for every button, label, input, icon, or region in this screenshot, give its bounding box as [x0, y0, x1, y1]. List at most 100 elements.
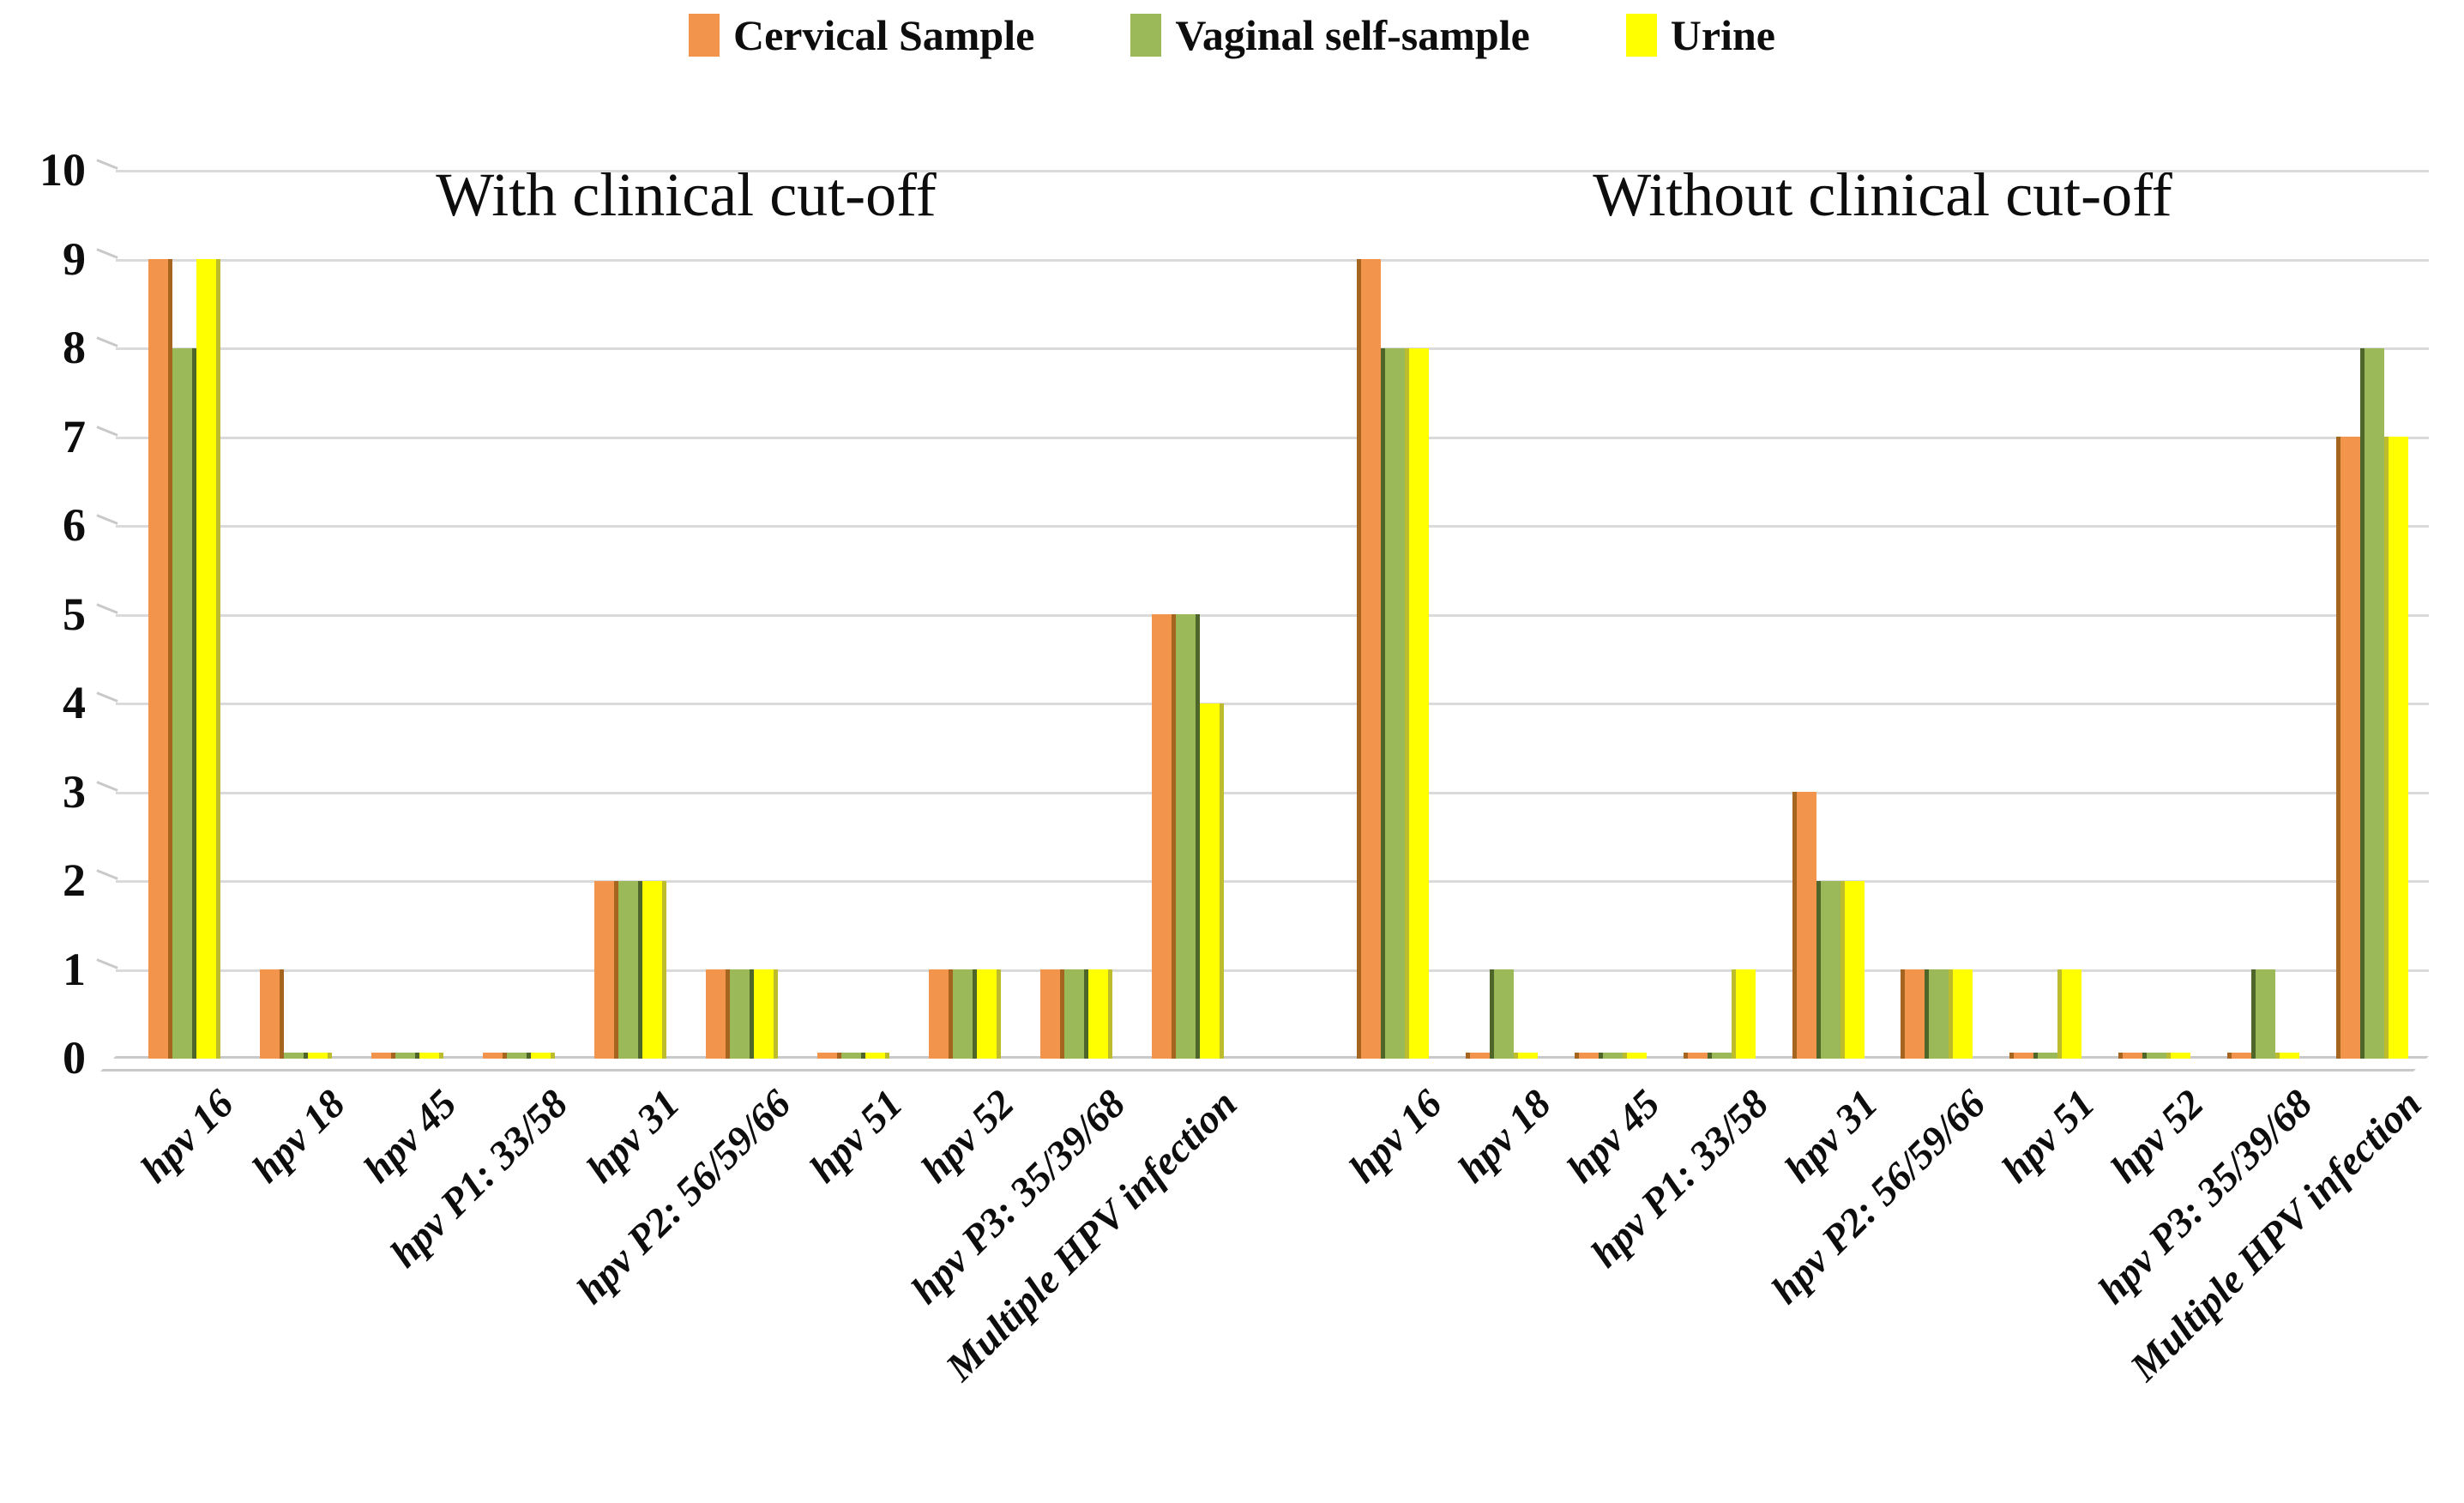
bar-without-clinical-cut-off-hpv-16-vaginal-self-sample [1381, 348, 1405, 1059]
bar-with-clinical-cut-off-hpv-51-cervical-sample [817, 1053, 841, 1059]
legend-label-vaginal-self-sample: Vaginal self-sample [1175, 11, 1530, 59]
axis-tick-10 [96, 159, 118, 170]
bar-without-clinical-cut-off-hpv-p1-33-58-vaginal-self-sample [1708, 1053, 1732, 1059]
x-tick-label-with-clinical-cut-off-hpv-51: hpv 51 [801, 1081, 912, 1192]
bar-with-clinical-cut-off-hpv-p2-56-59-66-cervical-sample [706, 969, 730, 1059]
legend-item-vaginal-self-sample: Vaginal self-sample [1130, 11, 1530, 59]
x-tick-label-with-clinical-cut-off-hpv-18: hpv 18 [244, 1081, 354, 1192]
bar-without-clinical-cut-off-hpv-p2-56-59-66-urine [1949, 969, 1973, 1059]
legend-swatch-urine [1625, 14, 1657, 57]
bar-without-clinical-cut-off-hpv-p3-35-39-68-urine [2275, 1053, 2299, 1059]
bar-with-clinical-cut-off-hpv-16-cervical-sample [148, 259, 172, 1059]
x-tick-label-without-clinical-cut-off-hpv-16: hpv 16 [1340, 1081, 1451, 1192]
gridline-9 [116, 259, 2429, 262]
bar-with-clinical-cut-off-hpv-51-vaginal-self-sample [841, 1053, 865, 1059]
gridline-7 [116, 437, 2429, 439]
y-tick-label-5: 5 [63, 589, 86, 640]
bar-with-clinical-cut-off-hpv-31-vaginal-self-sample [618, 881, 642, 1059]
axis-tick-5 [96, 603, 118, 614]
x-tick-label-with-clinical-cut-off-hpv-45: hpv 45 [355, 1081, 466, 1192]
bar-without-clinical-cut-off-hpv-16-cervical-sample [1357, 259, 1381, 1059]
bar-with-clinical-cut-off-hpv-45-urine [419, 1053, 443, 1059]
y-tick-label-4: 4 [63, 677, 86, 728]
gridline-2 [116, 880, 2429, 883]
bar-without-clinical-cut-off-hpv-31-vaginal-self-sample [1816, 881, 1840, 1059]
gridline-1 [116, 969, 2429, 972]
bar-without-clinical-cut-off-hpv-51-urine [2057, 969, 2081, 1059]
bar-without-clinical-cut-off-hpv-52-cervical-sample [2118, 1053, 2142, 1059]
legend-item-cervical-sample: Cervical Sample [689, 14, 1034, 57]
bar-with-clinical-cut-off-hpv-p3-35-39-68-vaginal-self-sample [1064, 969, 1088, 1059]
bar-with-clinical-cut-off-hpv-p1-33-58-cervical-sample [483, 1053, 507, 1059]
bar-without-clinical-cut-off-hpv-45-cervical-sample [1575, 1053, 1599, 1059]
bar-without-clinical-cut-off-hpv-p1-33-58-cervical-sample [1684, 1053, 1708, 1059]
y-tick-label-10: 10 [39, 144, 86, 196]
bar-without-clinical-cut-off-hpv-p3-35-39-68-cervical-sample [2227, 1053, 2251, 1059]
bar-with-clinical-cut-off-hpv-52-vaginal-self-sample [953, 969, 977, 1059]
bar-with-clinical-cut-off-multiple-hpv-infection-cervical-sample [1152, 614, 1176, 1059]
legend-swatch-vaginal-self-sample [1130, 14, 1162, 57]
y-tick-label-3: 3 [63, 766, 86, 818]
bar-without-clinical-cut-off-hpv-52-urine [2166, 1053, 2190, 1059]
bar-with-clinical-cut-off-hpv-18-cervical-sample [260, 969, 284, 1059]
bar-with-clinical-cut-off-hpv-52-cervical-sample [929, 969, 953, 1059]
x-tick-label-with-clinical-cut-off-hpv-p2-56-59-66: hpv P2: 56/59/66 [568, 1081, 800, 1313]
bar-without-clinical-cut-off-hpv-18-urine [1514, 1053, 1538, 1059]
bar-with-clinical-cut-off-hpv-p3-35-39-68-urine [1088, 969, 1112, 1059]
y-tick-label-0: 0 [63, 1032, 86, 1083]
bar-without-clinical-cut-off-hpv-p1-33-58-urine [1732, 969, 1756, 1059]
bar-with-clinical-cut-off-multiple-hpv-infection-vaginal-self-sample [1176, 614, 1200, 1059]
bar-with-clinical-cut-off-hpv-p3-35-39-68-cervical-sample [1040, 969, 1064, 1059]
bar-with-clinical-cut-off-hpv-p2-56-59-66-urine [754, 969, 778, 1059]
bar-with-clinical-cut-off-hpv-p2-56-59-66-vaginal-self-sample [730, 969, 754, 1059]
bar-without-clinical-cut-off-multiple-hpv-infection-vaginal-self-sample [2360, 348, 2384, 1059]
gridline-3 [116, 792, 2429, 794]
x-tick-label-without-clinical-cut-off-hpv-51: hpv 51 [1993, 1081, 2104, 1192]
gridline-4 [116, 703, 2429, 705]
bar-with-clinical-cut-off-hpv-52-urine [977, 969, 1001, 1059]
bar-without-clinical-cut-off-multiple-hpv-infection-cervical-sample [2336, 437, 2360, 1059]
y-tick-label-6: 6 [63, 499, 86, 551]
x-tick-label-with-clinical-cut-off-hpv-52: hpv 52 [913, 1081, 1023, 1192]
bar-with-clinical-cut-off-hpv-45-vaginal-self-sample [395, 1053, 419, 1059]
x-tick-label-without-clinical-cut-off-hpv-18: hpv 18 [1449, 1081, 1560, 1192]
y-tick-label-7: 7 [63, 411, 86, 462]
bar-with-clinical-cut-off-multiple-hpv-infection-urine [1200, 703, 1224, 1059]
bar-without-clinical-cut-off-hpv-p3-35-39-68-vaginal-self-sample [2251, 969, 2275, 1059]
axis-tick-7 [96, 426, 118, 437]
legend-label-cervical-sample: Cervical Sample [733, 11, 1035, 59]
y-tick-label-9: 9 [63, 233, 86, 285]
y-tick-label-1: 1 [63, 944, 86, 995]
bar-without-clinical-cut-off-hpv-45-urine [1623, 1053, 1647, 1059]
axis-tick-6 [96, 514, 118, 525]
bar-with-clinical-cut-off-hpv-31-cervical-sample [594, 881, 618, 1059]
bar-without-clinical-cut-off-multiple-hpv-infection-urine [2384, 437, 2408, 1059]
bar-without-clinical-cut-off-hpv-51-cervical-sample [2009, 1053, 2033, 1059]
axis-tick-9 [96, 248, 118, 259]
chart-legend: Cervical Sample Vaginal self-sample Urin… [0, 14, 2464, 57]
bar-without-clinical-cut-off-hpv-18-cervical-sample [1466, 1053, 1490, 1059]
axis-tick-2 [96, 869, 118, 880]
gridline-8 [116, 347, 2429, 350]
bar-without-clinical-cut-off-hpv-51-vaginal-self-sample [2033, 1053, 2057, 1059]
bar-with-clinical-cut-off-hpv-16-urine [196, 259, 220, 1059]
bar-without-clinical-cut-off-hpv-16-urine [1405, 348, 1429, 1059]
bar-without-clinical-cut-off-hpv-52-vaginal-self-sample [2142, 1053, 2166, 1059]
gridline-10 [116, 170, 2429, 172]
gridline-6 [116, 525, 2429, 528]
legend-swatch-cervical-sample [689, 14, 720, 57]
axis-tick-4 [96, 691, 118, 703]
y-tick-label-2: 2 [63, 854, 86, 906]
legend-label-urine: Urine [1670, 11, 1775, 59]
bar-without-clinical-cut-off-hpv-p2-56-59-66-vaginal-self-sample [1925, 969, 1949, 1059]
axis-tick-8 [96, 336, 118, 347]
bar-without-clinical-cut-off-hpv-p2-56-59-66-cervical-sample [1901, 969, 1925, 1059]
x-tick-label-with-clinical-cut-off-hpv-31: hpv 31 [578, 1081, 689, 1192]
bar-without-clinical-cut-off-hpv-45-vaginal-self-sample [1599, 1053, 1623, 1059]
x-tick-label-with-clinical-cut-off-hpv-16: hpv 16 [132, 1081, 243, 1192]
bar-with-clinical-cut-off-hpv-18-vaginal-self-sample [284, 1053, 308, 1059]
gridline-5 [116, 614, 2429, 617]
bar-with-clinical-cut-off-hpv-p1-33-58-urine [531, 1053, 555, 1059]
bar-with-clinical-cut-off-hpv-51-urine [865, 1053, 889, 1059]
